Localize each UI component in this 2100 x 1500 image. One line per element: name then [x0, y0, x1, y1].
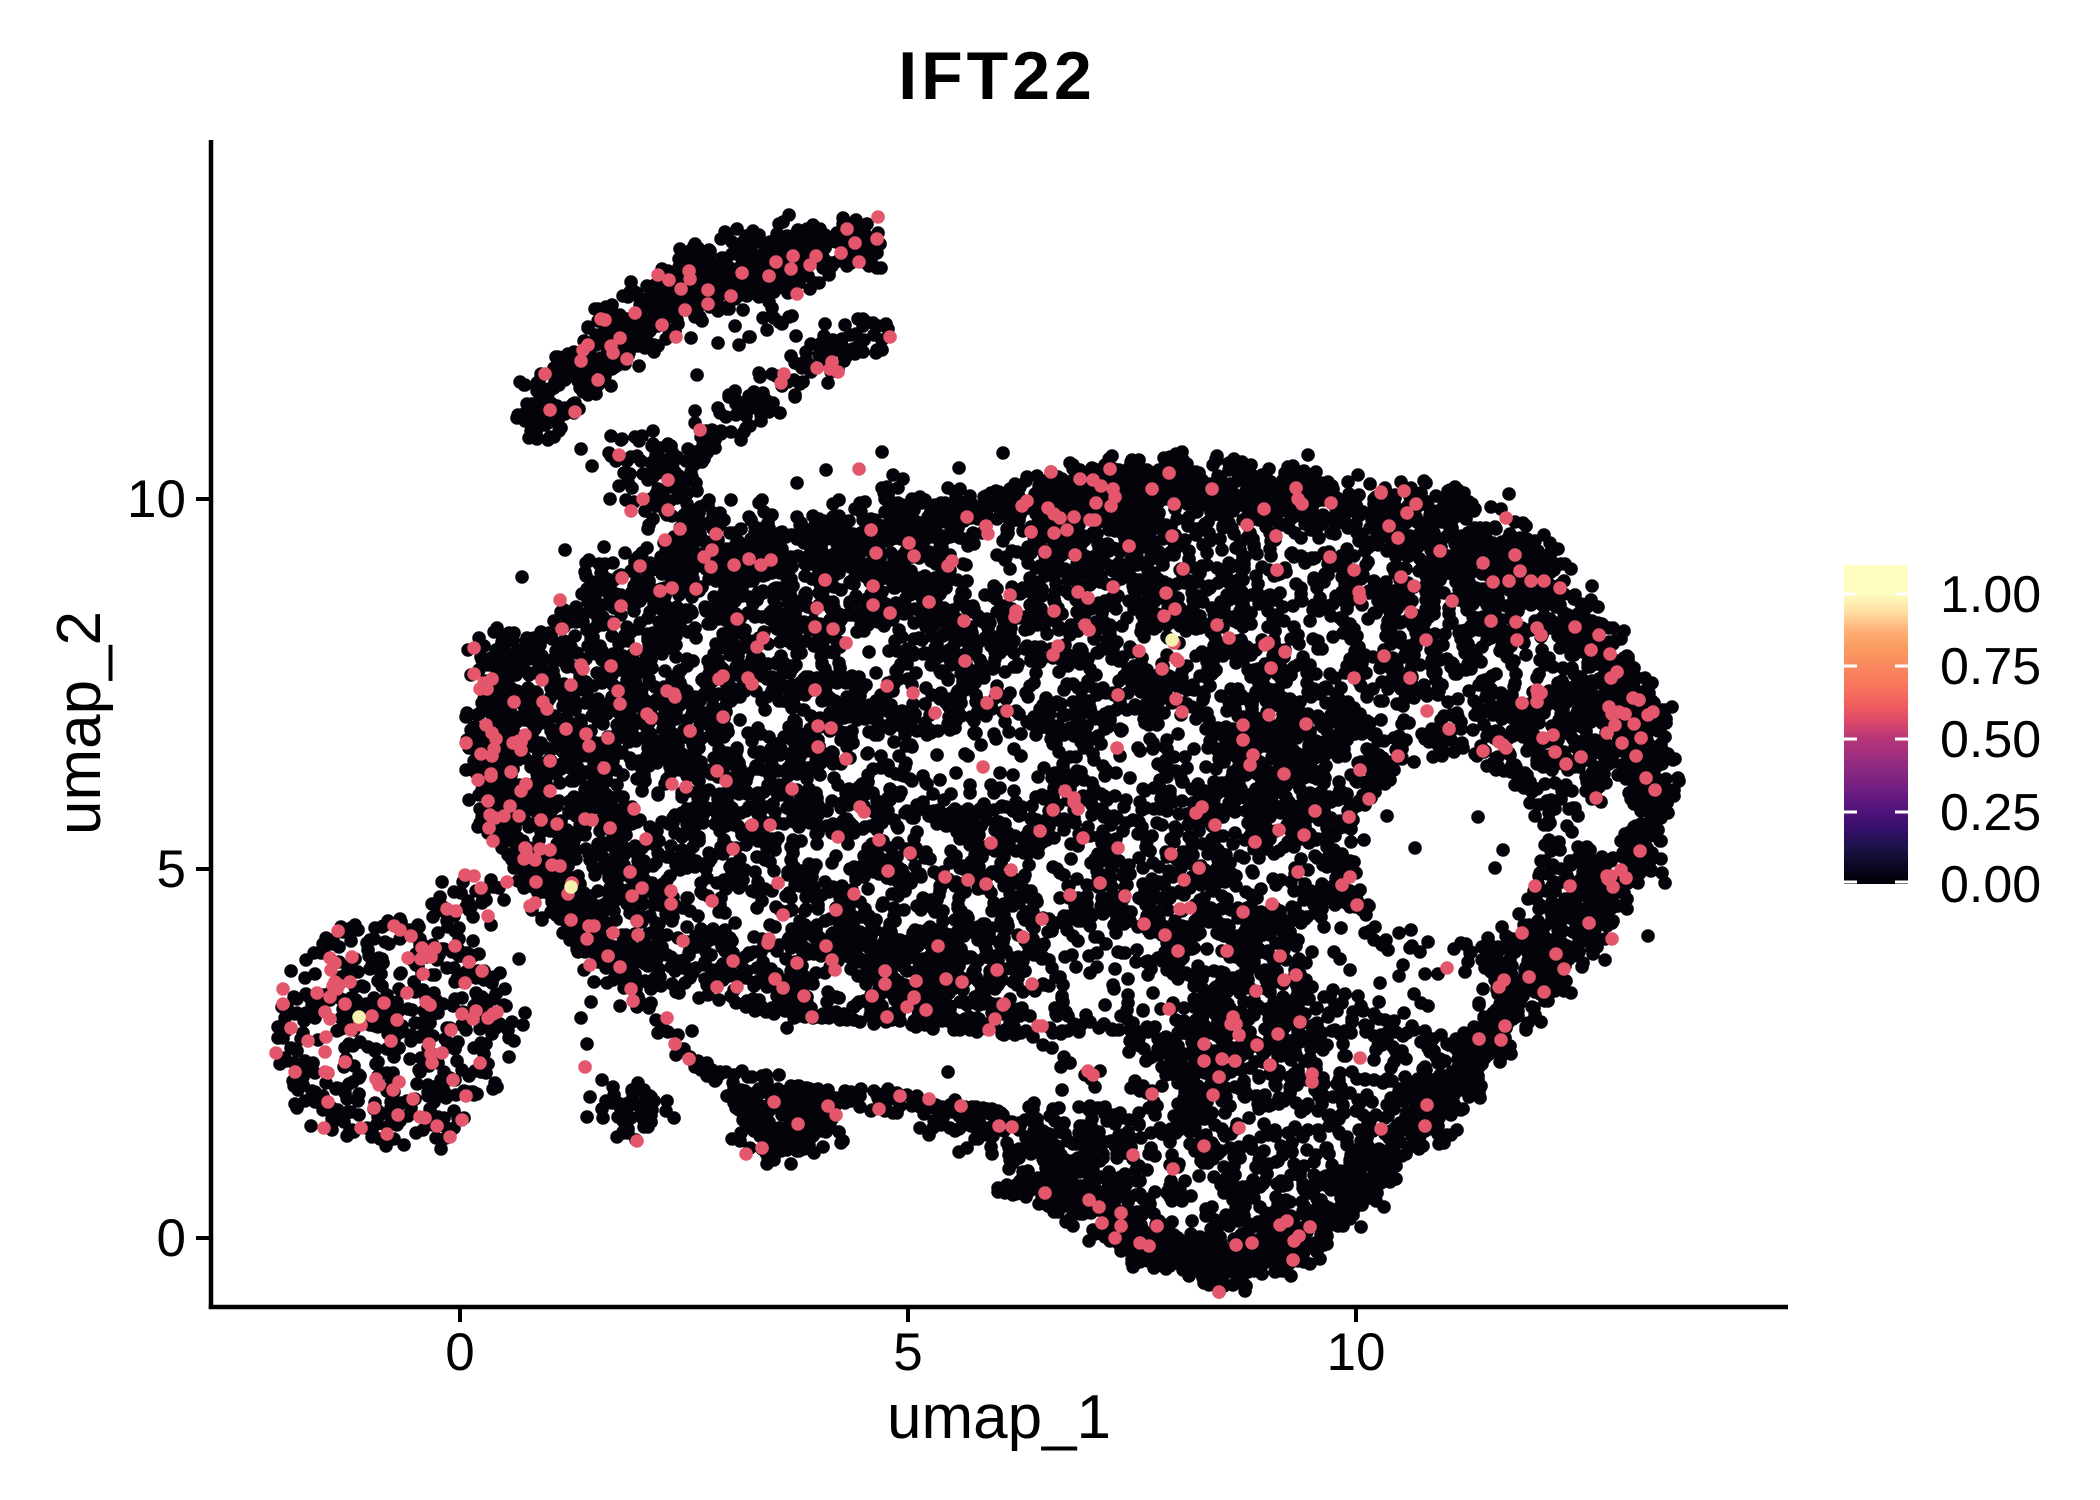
svg-text:5: 5: [893, 1323, 922, 1382]
svg-text:umap_1: umap_1: [887, 1383, 1111, 1452]
svg-text:5: 5: [157, 840, 186, 899]
svg-text:0.75: 0.75: [1940, 638, 2041, 696]
svg-text:IFT22: IFT22: [898, 38, 1096, 114]
svg-text:0.25: 0.25: [1940, 784, 2041, 842]
svg-text:0: 0: [445, 1323, 474, 1382]
svg-text:umap_2: umap_2: [45, 611, 114, 835]
svg-text:1.00: 1.00: [1940, 566, 2041, 624]
svg-text:10: 10: [1327, 1323, 1386, 1382]
svg-text:0.00: 0.00: [1940, 856, 2041, 914]
svg-text:0: 0: [157, 1209, 186, 1268]
svg-text:10: 10: [127, 470, 186, 529]
svg-text:0.50: 0.50: [1940, 711, 2041, 769]
